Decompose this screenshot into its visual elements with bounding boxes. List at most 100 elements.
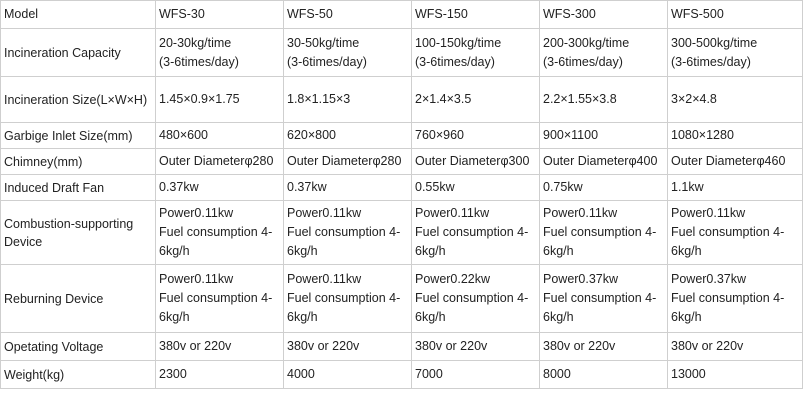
spec-table: Model WFS-30 WFS-50 WFS-150 WFS-300 WFS-… — [0, 0, 803, 389]
row-reburning-device: Reburning Device Power0.11kw Fuel consum… — [0, 264, 803, 333]
cell-line: 30-50kg/time — [287, 35, 360, 50]
table-cell: 380v or 220v — [539, 332, 668, 361]
table-cell: 100-150kg/time (3-6times/day) — [411, 28, 540, 77]
cell-line: Fuel consumption 4- — [415, 225, 529, 239]
table-cell: 3×2×4.8 — [667, 76, 803, 123]
table-cell: 4000 — [283, 360, 412, 389]
table-cell: 900×1100 — [539, 122, 668, 149]
cell-line: Fuel consumption 4- — [287, 225, 401, 239]
row-label: Garbige Inlet Size(mm) — [0, 122, 156, 149]
table-cell: 0.55kw — [411, 174, 540, 201]
cell-line: 100-150kg/time — [415, 35, 502, 50]
table-cell: 760×960 — [411, 122, 540, 149]
cell-line: Fuel consumption 4- — [671, 225, 785, 239]
table-cell: 300-500kg/time (3-6times/day) — [667, 28, 803, 77]
row-label: Reburning Device — [0, 264, 156, 333]
row-combustion-supporting-device: Combustion-supporting Device Power0.11kw… — [0, 200, 803, 265]
cell-line: 6kg/h — [415, 310, 446, 324]
cell-line: 6kg/h — [159, 310, 190, 324]
cell-line: Power0.37kw — [543, 272, 619, 286]
row-label: Incineration Capacity — [0, 28, 156, 77]
table-cell: 8000 — [539, 360, 668, 389]
row-label: Opetating Voltage — [0, 332, 156, 361]
row-label: Incineration Size(L×W×H) — [0, 76, 156, 123]
cell-line: 6kg/h — [671, 310, 702, 324]
cell-line: 6kg/h — [543, 310, 574, 324]
table-cell: Power0.11kw Fuel consumption 4- 6kg/h — [539, 200, 668, 265]
table-cell: 200-300kg/time (3-6times/day) — [539, 28, 668, 77]
row-incineration-capacity: Incineration Capacity 20-30kg/time (3-6t… — [0, 28, 803, 77]
cell-line: Fuel consumption 4- — [415, 291, 529, 305]
table-cell: Outer Diameterφ300 — [411, 148, 540, 175]
row-label: Chimney(mm) — [0, 148, 156, 175]
table-cell: 1080×1280 — [667, 122, 803, 149]
cell-line: (3-6times/day) — [671, 54, 751, 69]
row-label: Combustion-supporting Device — [0, 200, 156, 265]
cell-line: 6kg/h — [671, 244, 702, 258]
header-wfs-500: WFS-500 — [667, 0, 803, 29]
cell-line: (3-6times/day) — [415, 54, 495, 69]
table-cell: 380v or 220v — [283, 332, 412, 361]
cell-line: Fuel consumption 4- — [159, 225, 273, 239]
cell-line: 6kg/h — [543, 244, 574, 258]
row-label: Induced Draft Fan — [0, 174, 156, 201]
table-cell: 7000 — [411, 360, 540, 389]
cell-line: Fuel consumption 4- — [671, 291, 785, 305]
table-cell: Outer Diameterφ280 — [155, 148, 284, 175]
cell-line: 6kg/h — [415, 244, 446, 258]
cell-line: (3-6times/day) — [159, 54, 239, 69]
table-cell: 380v or 220v — [411, 332, 540, 361]
table-cell: 13000 — [667, 360, 803, 389]
header-wfs-150: WFS-150 — [411, 0, 540, 29]
cell-line: Power0.11kw — [287, 272, 362, 286]
table-cell: Outer Diameterφ400 — [539, 148, 668, 175]
header-model: Model — [0, 0, 156, 29]
table-cell: 0.37kw — [283, 174, 412, 201]
cell-line: (3-6times/day) — [543, 54, 623, 69]
header-wfs-300: WFS-300 — [539, 0, 668, 29]
cell-line: 6kg/h — [287, 244, 318, 258]
header-wfs-30: WFS-30 — [155, 0, 284, 29]
table-cell: 2×1.4×3.5 — [411, 76, 540, 123]
table-cell: 480×600 — [155, 122, 284, 149]
row-label: Weight(kg) — [0, 360, 156, 389]
row-weight: Weight(kg) 2300 4000 7000 8000 13000 — [0, 360, 803, 389]
table-cell: 1.45×0.9×1.75 — [155, 76, 284, 123]
table-cell: Power0.37kw Fuel consumption 4- 6kg/h — [667, 264, 803, 333]
cell-line: Power0.11kw — [671, 206, 746, 220]
cell-line: 20-30kg/time — [159, 35, 232, 50]
table-cell: 1.1kw — [667, 174, 803, 201]
cell-line: Power0.11kw — [543, 206, 618, 220]
cell-line: Fuel consumption 4- — [159, 291, 273, 305]
table-cell: 1.8×1.15×3 — [283, 76, 412, 123]
table-cell: Power0.11kw Fuel consumption 4- 6kg/h — [411, 200, 540, 265]
cell-line: 300-500kg/time — [671, 35, 758, 50]
cell-line: Power0.11kw — [415, 206, 490, 220]
row-garbage-inlet-size: Garbige Inlet Size(mm) 480×600 620×800 7… — [0, 122, 803, 149]
table-cell: Power0.11kw Fuel consumption 4- 6kg/h — [155, 200, 284, 265]
table-cell: 30-50kg/time (3-6times/day) — [283, 28, 412, 77]
table-cell: 2300 — [155, 360, 284, 389]
cell-line: Fuel consumption 4- — [543, 291, 657, 305]
row-induced-draft-fan: Induced Draft Fan 0.37kw 0.37kw 0.55kw 0… — [0, 174, 803, 201]
table-cell: 20-30kg/time (3-6times/day) — [155, 28, 284, 77]
cell-line: Power0.11kw — [287, 206, 362, 220]
table-cell: 0.37kw — [155, 174, 284, 201]
table-cell: Power0.11kw Fuel consumption 4- 6kg/h — [155, 264, 284, 333]
header-row: Model WFS-30 WFS-50 WFS-150 WFS-300 WFS-… — [0, 0, 803, 29]
cell-line: 6kg/h — [287, 310, 318, 324]
row-incineration-size: Incineration Size(L×W×H) 1.45×0.9×1.75 1… — [0, 76, 803, 123]
table-cell: 620×800 — [283, 122, 412, 149]
header-wfs-50: WFS-50 — [283, 0, 412, 29]
table-cell: Power0.11kw Fuel consumption 4- 6kg/h — [283, 200, 412, 265]
row-operating-voltage: Opetating Voltage 380v or 220v 380v or 2… — [0, 332, 803, 361]
cell-line: (3-6times/day) — [287, 54, 367, 69]
table-cell: 2.2×1.55×3.8 — [539, 76, 668, 123]
table-cell: Power0.37kw Fuel consumption 4- 6kg/h — [539, 264, 668, 333]
table-cell: 380v or 220v — [667, 332, 803, 361]
cell-line: Fuel consumption 4- — [543, 225, 657, 239]
cell-line: Power0.37kw — [671, 272, 747, 286]
cell-line: 6kg/h — [159, 244, 190, 258]
table-cell: Power0.22kw Fuel consumption 4- 6kg/h — [411, 264, 540, 333]
table-cell: 0.75kw — [539, 174, 668, 201]
